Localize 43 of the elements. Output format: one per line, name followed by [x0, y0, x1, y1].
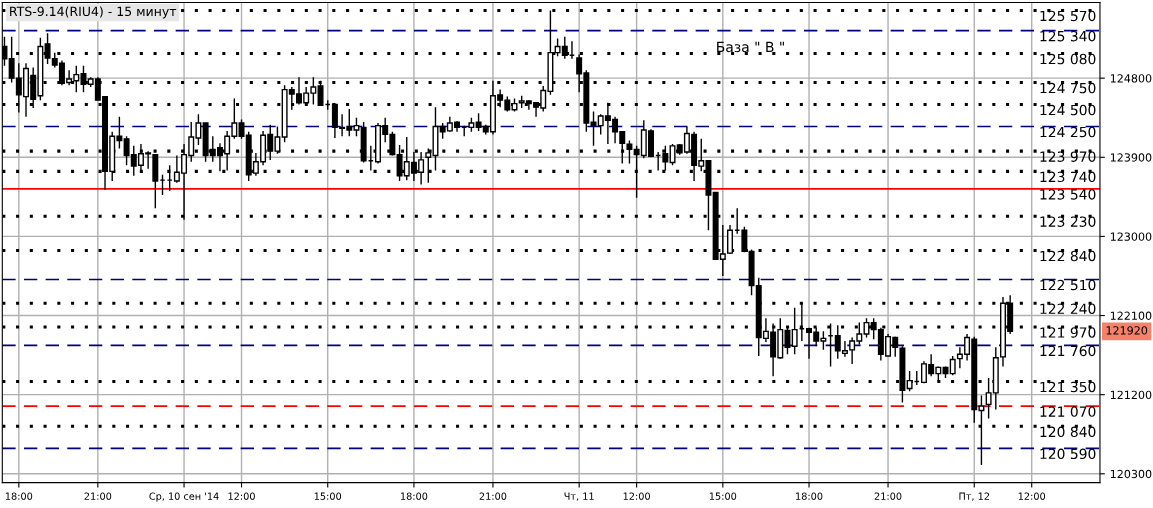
y-tick-label: 124800: [1110, 74, 1152, 83]
ref-line-label: 120 840: [1040, 426, 1096, 438]
text: 121920: [1106, 326, 1148, 335]
x-tick-label: 18:00: [796, 492, 823, 500]
y-tick-label: 123000: [1110, 232, 1152, 241]
ref-line-label: 122 240: [1040, 303, 1096, 314]
ref-line-label: 121 760: [1040, 345, 1096, 357]
ref-line-label: 123 230: [1040, 216, 1096, 227]
ref-line-label: 123 740: [1040, 171, 1096, 183]
ref-line-label: 124 500: [1040, 104, 1096, 116]
ref-line-label: 124 750: [1040, 82, 1096, 94]
y-tick-label: 121200: [1110, 390, 1152, 400]
x-tick-label: 21:00: [874, 492, 902, 500]
x-tick-label: 12:00: [1018, 492, 1046, 500]
ref-line-label: 121 070: [1040, 406, 1096, 417]
candlestick: [791, 306, 798, 355]
ref-line-label: 125 570: [1040, 10, 1096, 22]
y-tick-label: 123900: [1110, 153, 1152, 162]
x-tick-label: 15:00: [709, 492, 737, 500]
x-tick-label: 15:00: [314, 492, 342, 500]
x-tick-label: 12:00: [623, 492, 650, 500]
x-tick-label: Пт, 12: [959, 492, 990, 501]
x-tick-label: 18:00: [5, 492, 33, 500]
ref-line-label: 123 970: [1040, 151, 1096, 162]
x-tick-label: 12:00: [228, 492, 255, 500]
annotation: База " В ": [717, 41, 784, 53]
y-tick-label: 120300: [1110, 469, 1152, 479]
ref-line-label: 122 840: [1040, 250, 1096, 262]
ref-line-label: 121 970: [1040, 327, 1096, 338]
ref-line-label: 124 250: [1040, 126, 1096, 138]
ref-line-label: 123 540: [1040, 189, 1096, 200]
x-tick-label: 18:00: [400, 492, 428, 500]
ref-line-label: 121 350: [1040, 381, 1096, 393]
x-tick-label: Чт, 11: [564, 492, 594, 501]
ref-line-label: 122 510: [1040, 279, 1096, 291]
x-tick-label: 21:00: [84, 492, 112, 500]
ref-line-label: 125 340: [1040, 30, 1096, 42]
y-tick-label: 122100: [1110, 311, 1152, 320]
x-tick-label: 21:00: [479, 492, 507, 500]
ref-line-label: 125 080: [1040, 53, 1096, 65]
ref-line-label: 120 590: [1040, 448, 1096, 460]
x-tick-label: Ср, 10 сен '14: [149, 492, 219, 502]
chart-title: RTS-9.14(RIU4) - 15 минут: [10, 6, 177, 19]
